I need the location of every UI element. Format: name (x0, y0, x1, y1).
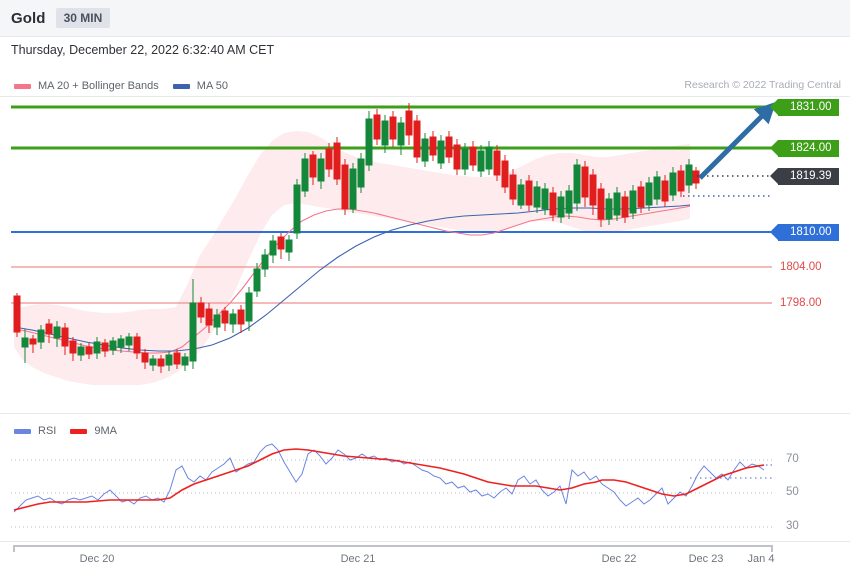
price-chart-svg (11, 101, 777, 385)
price-tag-resistance-1824[interactable]: 1824.00 (770, 140, 839, 157)
ma20-line (13, 205, 691, 354)
legend-item-9ma[interactable]: 9MA (70, 425, 117, 437)
price-legend: MA 20 + Bollinger Bands MA 50 (0, 76, 850, 96)
price-tag-pivot-1810[interactable]: 1810.00 (770, 224, 839, 241)
legend-label: 9MA (94, 425, 117, 437)
legend-item-rsi[interactable]: RSI (14, 425, 56, 437)
legend-item-ma50[interactable]: MA 50 (172, 80, 228, 92)
rsi-color-swatch (14, 428, 31, 434)
chart-header: Gold 30 MIN (0, 0, 850, 37)
rsi-legend: RSI 9MA (0, 421, 850, 441)
attribution-text: Research © 2022 Trading Central (684, 79, 841, 91)
price-label-support-1798: 1798.00 (780, 297, 822, 309)
x-axis[interactable]: Dec 20 Dec 21 Dec 22 Dec 23 Jan 4 (0, 541, 850, 576)
price-chart-panel[interactable] (0, 97, 850, 413)
x-axis-tick-dec23: Dec 23 (688, 553, 724, 565)
rsi-ma-color-swatch (70, 428, 88, 434)
x-axis-tick-dec20: Dec 20 (79, 553, 115, 565)
forecast-arrow (698, 101, 777, 180)
rsi-chart-panel[interactable] (0, 414, 850, 541)
rsi-scale-label-30: 30 (786, 520, 799, 532)
instrument-title: Gold (11, 9, 46, 27)
rsi-line (13, 443, 765, 513)
legend-divider (0, 96, 850, 97)
x-axis-tick-jan4: Jan 4 (747, 553, 775, 565)
legend-label: MA 50 (196, 80, 228, 92)
ma20-color-swatch (14, 83, 31, 89)
legend-label: MA 20 + Bollinger Bands (38, 80, 159, 92)
timestamp-bar: Thursday, December 22, 2022 6:32:40 AM C… (0, 37, 850, 63)
price-tag-resistance-1831[interactable]: 1831.00 (770, 99, 839, 116)
rsi-ma-line (13, 448, 765, 511)
x-axis-tick-dec21: Dec 21 (340, 553, 376, 565)
legend-label: RSI (38, 425, 57, 437)
rsi-scale-label-70: 70 (786, 453, 799, 465)
x-axis-tick-dec22: Dec 22 (601, 553, 637, 565)
timeframe-badge[interactable]: 30 MIN (55, 8, 111, 28)
rsi-chart-svg (11, 443, 772, 528)
price-label-support-1804: 1804.00 (780, 261, 822, 273)
candlestick-series (13, 103, 700, 373)
timestamp-text: Thursday, December 22, 2022 6:32:40 AM C… (11, 43, 275, 57)
price-panel-divider (0, 413, 850, 414)
legend-item-ma20-bollinger[interactable]: MA 20 + Bollinger Bands (14, 80, 159, 92)
rsi-panel-divider (0, 541, 850, 542)
rsi-scale-label-50: 50 (786, 486, 799, 498)
price-tag-last-1819[interactable]: 1819.39 (770, 168, 839, 185)
ma50-color-swatch (172, 83, 190, 89)
x-axis-rail[interactable] (13, 545, 773, 552)
ma50-line (13, 204, 691, 352)
